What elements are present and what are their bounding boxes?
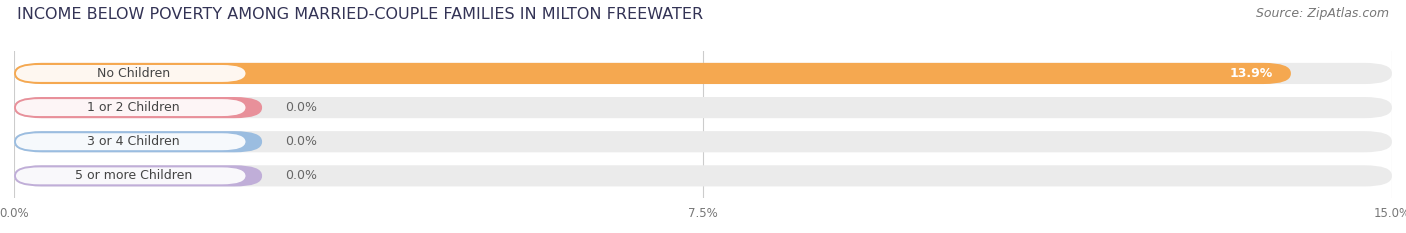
FancyBboxPatch shape <box>15 99 246 116</box>
FancyBboxPatch shape <box>15 65 246 82</box>
Text: 0.0%: 0.0% <box>285 169 316 182</box>
FancyBboxPatch shape <box>15 133 246 150</box>
Text: 0.0%: 0.0% <box>285 135 316 148</box>
Text: 0.0%: 0.0% <box>285 101 316 114</box>
FancyBboxPatch shape <box>14 63 1392 84</box>
FancyBboxPatch shape <box>14 63 1291 84</box>
Text: No Children: No Children <box>97 67 170 80</box>
FancyBboxPatch shape <box>14 165 1392 186</box>
FancyBboxPatch shape <box>14 131 262 152</box>
FancyBboxPatch shape <box>15 167 246 184</box>
Text: 13.9%: 13.9% <box>1229 67 1272 80</box>
Text: 3 or 4 Children: 3 or 4 Children <box>87 135 180 148</box>
Text: INCOME BELOW POVERTY AMONG MARRIED-COUPLE FAMILIES IN MILTON FREEWATER: INCOME BELOW POVERTY AMONG MARRIED-COUPL… <box>17 7 703 22</box>
FancyBboxPatch shape <box>14 131 1392 152</box>
FancyBboxPatch shape <box>14 165 262 186</box>
Text: 5 or more Children: 5 or more Children <box>75 169 193 182</box>
Text: 1 or 2 Children: 1 or 2 Children <box>87 101 180 114</box>
FancyBboxPatch shape <box>14 97 262 118</box>
Text: Source: ZipAtlas.com: Source: ZipAtlas.com <box>1256 7 1389 20</box>
FancyBboxPatch shape <box>14 97 1392 118</box>
